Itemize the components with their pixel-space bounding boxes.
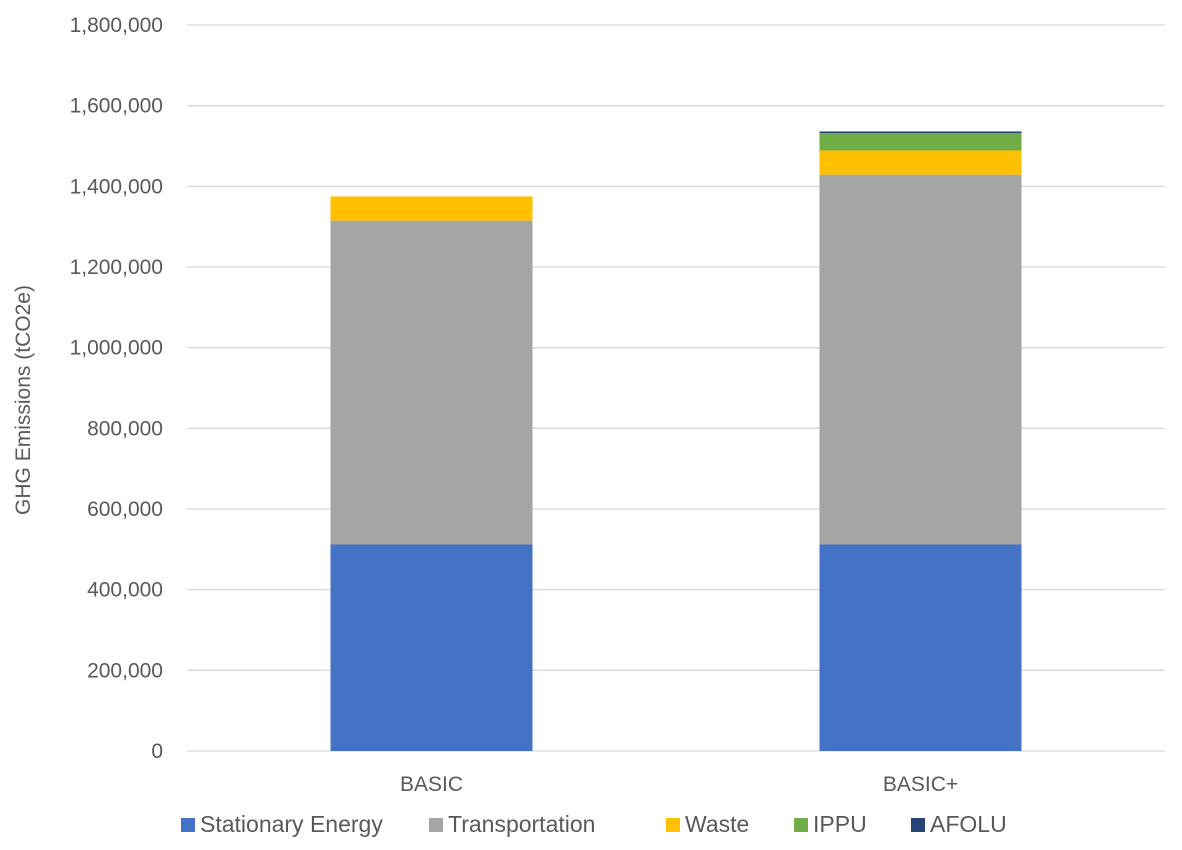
x-tick-label: BASIC+ — [883, 773, 958, 796]
y-tick-label: 600,000 — [87, 498, 163, 521]
legend: Stationary Energy Transportation Waste IPPU… — [181, 811, 1007, 837]
y-axis-title: GHG Emissions (tCO2e) — [12, 285, 35, 515]
y-tick-label: 400,000 — [87, 579, 163, 602]
legend-label: Waste — [685, 811, 749, 837]
bar-segment-afolu — [819, 131, 1022, 134]
bar-segment-stationary-energy — [819, 544, 1022, 751]
bars — [330, 131, 1022, 751]
legend-swatch — [794, 818, 808, 832]
y-tick-label: 800,000 — [87, 417, 163, 440]
y-tick-label: 1,200,000 — [70, 256, 163, 279]
legend-label: Transportation — [448, 811, 595, 837]
bar-segment-transportation — [819, 174, 1022, 545]
y-axis-ticks: 0 200,000 400,000 600,000 800,000 1,000,000 1,… — [70, 14, 163, 763]
y-tick-label: 1,600,000 — [70, 95, 163, 118]
legend-label: Stationary Energy — [200, 811, 383, 837]
bar-segment-stationary-energy — [330, 544, 533, 751]
bar-segment-waste — [819, 150, 1022, 175]
x-tick-label: BASIC — [400, 773, 463, 796]
y-tick-label: 1,800,000 — [70, 14, 163, 37]
y-tick-label: 200,000 — [87, 659, 163, 682]
bar-segment-ippu — [819, 133, 1022, 151]
legend-label: IPPU — [813, 811, 867, 837]
bar-segment-waste — [330, 196, 533, 221]
y-tick-label: 1,000,000 — [70, 337, 163, 360]
bar-segment-transportation — [330, 220, 533, 545]
x-axis-ticks: BASIC BASIC+ — [400, 773, 958, 796]
legend-swatch — [666, 818, 680, 832]
legend-label: AFOLU — [930, 811, 1007, 837]
y-tick-label: 1,400,000 — [70, 175, 163, 198]
legend-swatch — [181, 818, 195, 832]
y-tick-label: 0 — [151, 740, 163, 763]
legend-swatch — [429, 818, 443, 832]
legend-swatch — [911, 818, 925, 832]
